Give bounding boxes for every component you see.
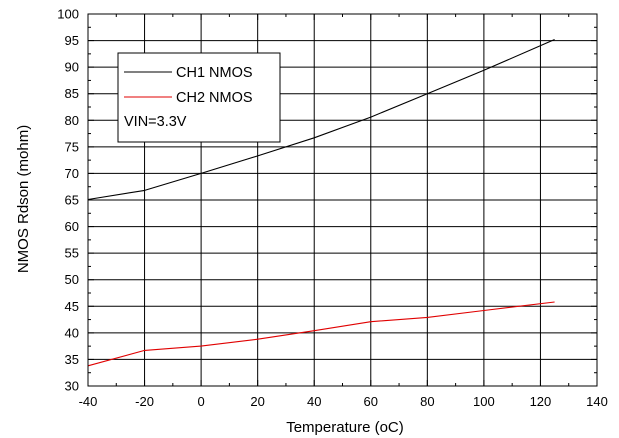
y-tick-label: 90 [65,60,79,75]
legend: CH1 NMOS CH2 NMOS VIN=3.3V [117,52,281,143]
grid-lines [88,14,597,386]
y-tick-label: 30 [65,379,79,394]
y-tick-label: 65 [65,193,79,208]
y-tick-label: 55 [65,246,79,261]
x-tick-label: -20 [135,394,154,409]
legend-label-ch2: CH2 NMOS [176,90,253,106]
axis-ticks [87,13,598,387]
y-tick-label: 70 [65,166,79,181]
y-tick-label: 60 [65,219,79,234]
x-tick-label: 120 [530,394,552,409]
series-line-ch2 [87,301,555,367]
x-tick-label: 140 [586,394,608,409]
y-tick-label: 45 [65,299,79,314]
y-tick-label: 100 [57,7,79,22]
y-tick-label: 40 [65,325,79,340]
x-tick-label: 20 [250,394,264,409]
legend-label-ch1: CH1 NMOS [176,65,253,81]
y-tick-label: 85 [65,86,79,101]
x-tick-label: 40 [307,394,321,409]
x-tick-label: 60 [364,394,378,409]
y-tick-label: 75 [65,139,79,154]
x-axis-title: Temperature (oC) [286,419,404,436]
x-tick-label: 0 [197,394,204,409]
y-tick-label: 95 [65,33,79,48]
x-tick-label: -40 [79,394,98,409]
series-layer [87,38,555,367]
y-tick-label: 80 [65,113,79,128]
legend-note: VIN=3.3V [124,114,187,130]
y-tick-label: 50 [65,272,79,287]
series-line-ch1 [87,38,555,201]
y-tick-labels: 30 35 40 45 50 55 60 65 70 75 80 85 90 95 100 [57,7,79,394]
y-tick-label: 35 [65,352,79,367]
x-tick-label: 80 [420,394,434,409]
x-tick-label: 100 [473,394,495,409]
x-tick-labels: -40 -20 0 20 40 60 80 100 120 140 [79,394,608,409]
y-axis-title: NMOS Rdson (mohm) [15,125,32,273]
